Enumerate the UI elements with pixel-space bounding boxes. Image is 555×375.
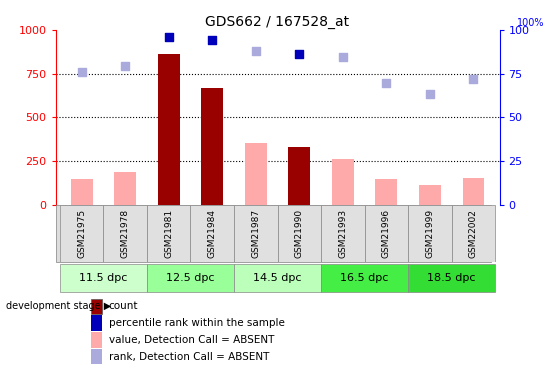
Bar [408,264,495,292]
Text: GSM21975: GSM21975 [77,209,86,258]
Bar [321,205,365,262]
Text: GSM21999: GSM21999 [425,209,435,258]
Text: count: count [109,302,138,311]
Bar [278,205,321,262]
Text: percentile rank within the sample: percentile rank within the sample [109,318,285,328]
Bar [375,180,397,205]
Bar [245,143,266,205]
Text: 18.5 dpc: 18.5 dpc [427,273,476,283]
Point [120,63,129,69]
Bar [91,315,102,331]
Bar [234,205,278,262]
Text: GSM21981: GSM21981 [164,209,173,258]
Bar [462,178,485,205]
Text: 12.5 dpc: 12.5 dpc [166,273,215,283]
Bar [234,264,321,292]
Point [77,69,86,75]
Text: development stage ▶: development stage ▶ [6,301,111,310]
Bar [103,205,147,262]
Bar [408,205,452,262]
Bar [91,349,102,364]
Bar [91,332,102,348]
Point [251,48,260,54]
Bar [147,264,234,292]
Text: 14.5 dpc: 14.5 dpc [253,273,302,283]
Title: GDS662 / 167528_at: GDS662 / 167528_at [205,15,350,29]
Bar [91,299,102,314]
Text: 16.5 dpc: 16.5 dpc [340,273,388,283]
Y-axis label: 100%: 100% [517,18,544,28]
Text: GSM22002: GSM22002 [469,209,478,258]
Point [295,51,304,57]
Text: GSM21993: GSM21993 [339,209,347,258]
Bar [190,205,234,262]
Text: GSM21984: GSM21984 [208,209,216,258]
Bar [70,178,93,205]
Point [469,76,478,82]
Point [426,91,435,97]
Text: value, Detection Call = ABSENT: value, Detection Call = ABSENT [109,335,274,345]
Bar [321,264,408,292]
Bar [289,147,310,205]
Point [208,38,216,44]
Text: GSM21978: GSM21978 [120,209,130,258]
Text: GSM21996: GSM21996 [382,209,391,258]
Bar [201,88,223,205]
Text: rank, Detection Call = ABSENT: rank, Detection Call = ABSENT [109,352,269,362]
Point [164,34,173,40]
Bar [147,205,190,262]
Bar [452,205,495,262]
Bar [419,185,441,205]
Point [382,80,391,86]
Bar [60,264,147,292]
Text: GSM21990: GSM21990 [295,209,304,258]
Bar [332,159,354,205]
Bar [114,172,136,205]
Text: 11.5 dpc: 11.5 dpc [79,273,128,283]
Bar [60,205,103,262]
Point [339,54,347,60]
Bar [365,205,408,262]
Text: GSM21987: GSM21987 [251,209,260,258]
Bar [158,54,180,205]
